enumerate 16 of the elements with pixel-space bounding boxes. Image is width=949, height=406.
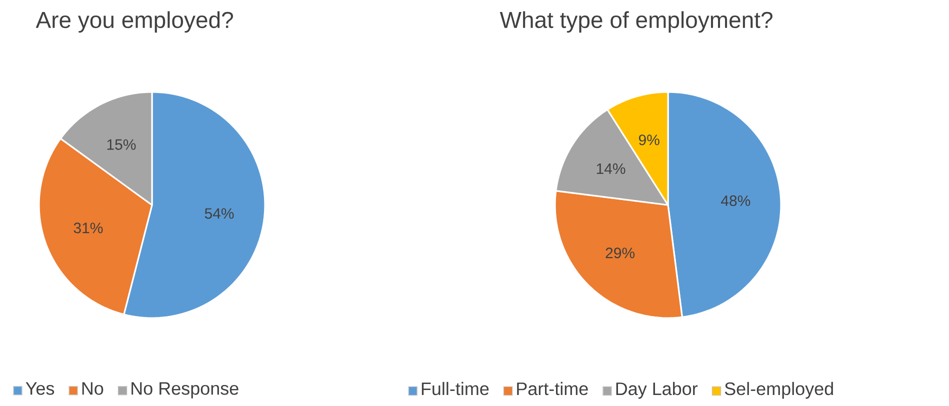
legend-label: Day Labor (616, 382, 698, 399)
data-label: 31% (74, 222, 103, 234)
data-label: 48% (721, 195, 750, 206)
data-label: 14% (596, 163, 626, 174)
legend-label: No Response (132, 382, 238, 398)
legend-label: Full-time (422, 382, 489, 396)
legend-label: No (82, 382, 104, 395)
legend-label: Part-time (517, 382, 588, 396)
data-label: 29% (606, 248, 635, 258)
chart-title: What type of employment? (500, 11, 772, 33)
data-label: 15% (107, 139, 136, 150)
data-label: 54% (204, 208, 234, 219)
legend-label: Sel-employed (724, 382, 833, 399)
chart-title: Are you employed? (36, 11, 234, 33)
data-label: 9% (638, 134, 660, 146)
legend-label: Yes (26, 382, 54, 395)
